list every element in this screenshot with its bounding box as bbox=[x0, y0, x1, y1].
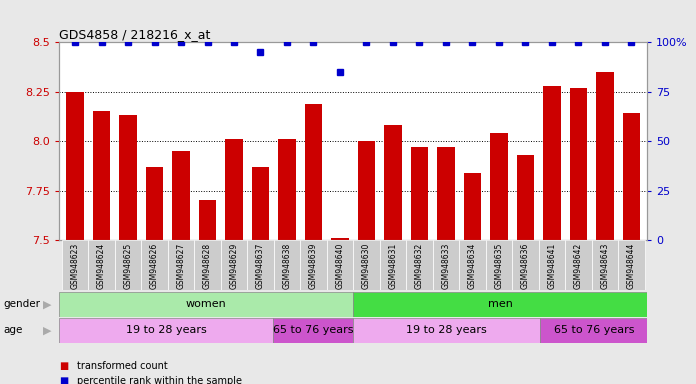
Text: age: age bbox=[3, 325, 23, 336]
Bar bbox=[221, 240, 247, 290]
Bar bbox=[300, 240, 326, 290]
Bar bbox=[539, 240, 565, 290]
Bar bbox=[411, 147, 428, 240]
Bar bbox=[326, 240, 353, 290]
Text: gender: gender bbox=[3, 299, 40, 310]
Text: GSM948625: GSM948625 bbox=[123, 243, 132, 289]
Text: GSM948636: GSM948636 bbox=[521, 243, 530, 289]
Text: ▶: ▶ bbox=[43, 325, 52, 336]
Text: transformed count: transformed count bbox=[77, 361, 167, 371]
Text: GSM948630: GSM948630 bbox=[362, 243, 371, 289]
Bar bbox=[512, 240, 539, 290]
Bar bbox=[199, 200, 216, 240]
Text: ■: ■ bbox=[59, 376, 68, 384]
Bar bbox=[623, 113, 640, 240]
Bar bbox=[173, 151, 189, 240]
Bar bbox=[194, 240, 221, 290]
Text: GSM948627: GSM948627 bbox=[177, 243, 186, 289]
Bar bbox=[618, 240, 644, 290]
Text: GSM948632: GSM948632 bbox=[415, 243, 424, 289]
Bar bbox=[146, 167, 163, 240]
Bar bbox=[592, 240, 618, 290]
Bar bbox=[278, 139, 296, 240]
Text: GDS4858 / 218216_x_at: GDS4858 / 218216_x_at bbox=[59, 28, 210, 41]
Text: GSM948623: GSM948623 bbox=[70, 243, 79, 289]
Bar bbox=[66, 92, 84, 240]
Text: GSM948633: GSM948633 bbox=[441, 243, 450, 289]
Bar bbox=[226, 139, 243, 240]
Text: GSM948626: GSM948626 bbox=[150, 243, 159, 289]
Bar bbox=[464, 173, 481, 240]
Bar bbox=[273, 318, 353, 343]
Bar bbox=[88, 240, 115, 290]
Bar bbox=[305, 104, 322, 240]
Bar bbox=[353, 240, 380, 290]
Bar bbox=[433, 240, 459, 290]
Text: 65 to 76 years: 65 to 76 years bbox=[553, 325, 634, 336]
Bar bbox=[358, 141, 375, 240]
Bar bbox=[354, 318, 540, 343]
Text: GSM948637: GSM948637 bbox=[256, 243, 265, 289]
Text: ■: ■ bbox=[59, 361, 68, 371]
Bar bbox=[565, 240, 592, 290]
Text: 65 to 76 years: 65 to 76 years bbox=[273, 325, 354, 336]
Text: women: women bbox=[186, 299, 227, 310]
Text: GSM948635: GSM948635 bbox=[494, 243, 503, 289]
Bar bbox=[406, 240, 433, 290]
Bar bbox=[486, 240, 512, 290]
Bar bbox=[384, 125, 402, 240]
Bar bbox=[252, 167, 269, 240]
Bar bbox=[540, 318, 647, 343]
Text: GSM948629: GSM948629 bbox=[230, 243, 239, 289]
Bar bbox=[517, 155, 534, 240]
Bar bbox=[354, 292, 647, 317]
Bar bbox=[247, 240, 274, 290]
Bar bbox=[59, 318, 273, 343]
Text: 19 to 28 years: 19 to 28 years bbox=[406, 325, 487, 336]
Text: GSM948638: GSM948638 bbox=[283, 243, 292, 289]
Text: percentile rank within the sample: percentile rank within the sample bbox=[77, 376, 242, 384]
Bar bbox=[115, 240, 141, 290]
Text: GSM948634: GSM948634 bbox=[468, 243, 477, 289]
Text: GSM948639: GSM948639 bbox=[309, 243, 318, 289]
Bar bbox=[544, 86, 560, 240]
Bar bbox=[490, 133, 507, 240]
Text: GSM948641: GSM948641 bbox=[548, 243, 556, 289]
Text: ▶: ▶ bbox=[43, 299, 52, 310]
Bar bbox=[59, 292, 354, 317]
Bar bbox=[141, 240, 168, 290]
Bar bbox=[380, 240, 406, 290]
Bar bbox=[120, 116, 136, 240]
Bar bbox=[62, 240, 88, 290]
Bar bbox=[168, 240, 194, 290]
Text: GSM948643: GSM948643 bbox=[601, 243, 610, 289]
Bar bbox=[274, 240, 300, 290]
Text: 19 to 28 years: 19 to 28 years bbox=[126, 325, 207, 336]
Text: GSM948640: GSM948640 bbox=[335, 243, 345, 289]
Text: GSM948628: GSM948628 bbox=[203, 243, 212, 289]
Text: GSM948644: GSM948644 bbox=[627, 243, 636, 289]
Text: GSM948631: GSM948631 bbox=[388, 243, 397, 289]
Bar bbox=[570, 88, 587, 240]
Text: men: men bbox=[488, 299, 513, 310]
Text: GSM948642: GSM948642 bbox=[574, 243, 583, 289]
Bar bbox=[93, 111, 110, 240]
Bar bbox=[459, 240, 486, 290]
Text: GSM948624: GSM948624 bbox=[97, 243, 106, 289]
Bar bbox=[596, 72, 613, 240]
Bar bbox=[331, 238, 349, 240]
Bar bbox=[437, 147, 454, 240]
